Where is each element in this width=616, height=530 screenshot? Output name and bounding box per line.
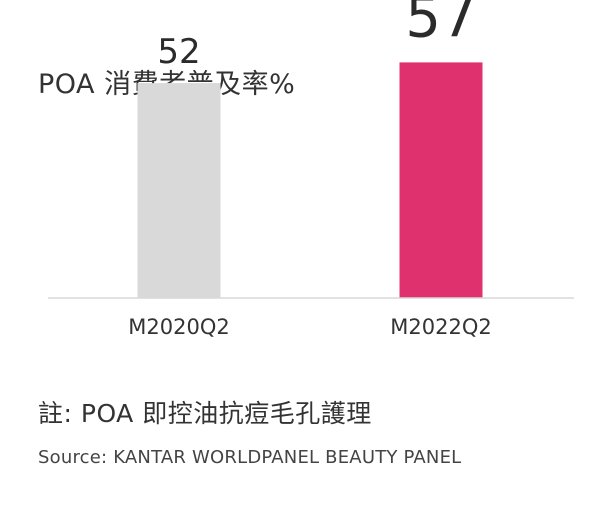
bar-M2020Q2 (137, 83, 221, 298)
bar-M2022Q2 (399, 62, 483, 299)
data-label-M2020Q2: 52 (157, 32, 200, 72)
x-tick-label-M2022Q2: M2022Q2 (390, 315, 491, 339)
source-text: Source: KANTAR WORLDPANEL BEAUTY PANEL (38, 447, 462, 468)
x-tick-label-M2020Q2: M2020Q2 (128, 315, 229, 339)
data-label-M2022Q2: 57 (405, 0, 476, 50)
footnote: 註: POA 即控油抗痘毛孔護理 (38, 399, 372, 428)
